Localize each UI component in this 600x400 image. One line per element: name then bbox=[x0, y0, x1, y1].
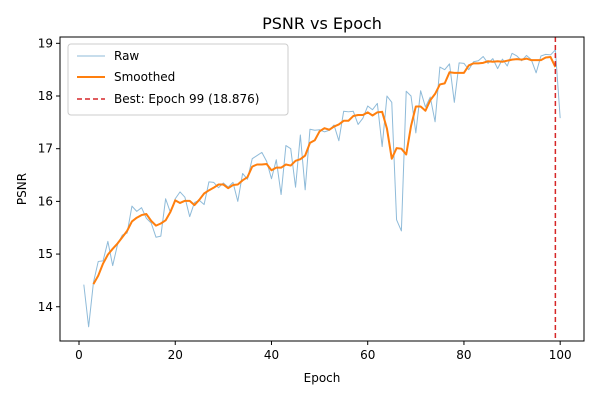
plot-area bbox=[59, 36, 585, 342]
x-tick-label: 80 bbox=[456, 348, 471, 362]
y-tick-label: 16 bbox=[38, 194, 53, 208]
y-axis-label: PSNR bbox=[15, 173, 29, 205]
y-tick-label: 15 bbox=[38, 247, 53, 261]
x-axis-ticks: 0 20 40 60 80 100 bbox=[75, 341, 572, 362]
series-line-smoothed bbox=[92, 56, 557, 285]
legend-label-smoothed: Smoothed bbox=[114, 70, 175, 84]
x-axis-label: Epoch bbox=[304, 371, 341, 385]
legend-label-raw: Raw bbox=[114, 49, 139, 63]
plot-frame bbox=[59, 36, 585, 342]
legend-box bbox=[67, 43, 289, 116]
series-layer bbox=[83, 49, 561, 328]
y-tick-label: 17 bbox=[38, 142, 53, 156]
y-tick-label: 19 bbox=[38, 36, 53, 50]
y-axis-ticks: 14 15 16 17 18 19 bbox=[38, 36, 60, 314]
y-tick-label: 14 bbox=[38, 300, 53, 314]
x-tick-label: 0 bbox=[75, 348, 83, 362]
legend-label-best: Best: Epoch 99 (18.876) bbox=[114, 92, 259, 106]
y-tick-label: 18 bbox=[38, 89, 53, 103]
x-tick-label: 20 bbox=[168, 348, 183, 362]
x-tick-label: 100 bbox=[549, 348, 572, 362]
chart-title: PSNR vs Epoch bbox=[262, 14, 382, 33]
x-tick-label: 60 bbox=[360, 348, 375, 362]
x-tick-label: 40 bbox=[264, 348, 279, 362]
legend: Raw Smoothed Best: Epoch 99 (18.876) bbox=[67, 43, 289, 116]
